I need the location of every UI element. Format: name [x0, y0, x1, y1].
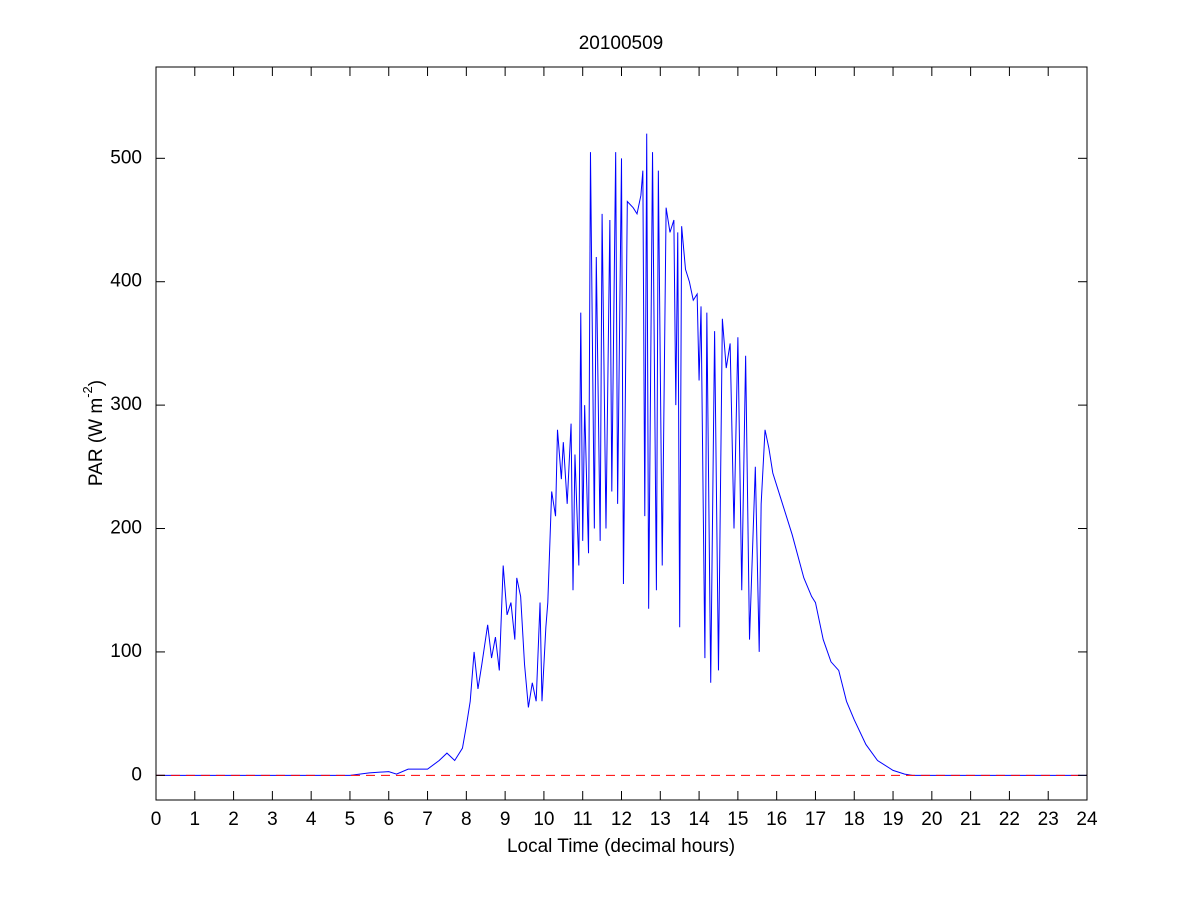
x-tick-label: 3	[267, 809, 278, 830]
y-axis-label-text: )	[86, 380, 107, 386]
x-tick-label: 17	[805, 809, 826, 830]
x-tick-label: 6	[383, 809, 394, 830]
x-tick-label: 21	[960, 809, 981, 830]
x-axis-label: Local Time (decimal hours)	[507, 836, 735, 857]
y-tick-label: 100	[110, 641, 142, 662]
x-tick-label: 2	[228, 809, 239, 830]
chart-title: 20100509	[579, 33, 664, 54]
x-tick-label: 24	[1076, 809, 1098, 830]
x-tick-label: 10	[533, 809, 554, 830]
x-tick-label: 12	[611, 809, 632, 830]
x-tick-label: 19	[882, 809, 903, 830]
x-tick-label: 1	[190, 809, 201, 830]
x-tick-label: 8	[461, 809, 472, 830]
x-tick-label: 7	[422, 809, 433, 830]
x-tick-label: 23	[1038, 809, 1059, 830]
x-tick-label: 13	[650, 809, 671, 830]
x-tick-label: 15	[727, 809, 748, 830]
x-tick-label: 5	[345, 809, 356, 830]
y-tick-label: 200	[110, 518, 142, 539]
x-tick-label: 18	[844, 809, 865, 830]
y-tick-label: 500	[110, 147, 142, 168]
x-tick-label: 9	[500, 809, 511, 830]
y-tick-label: 300	[110, 394, 142, 415]
data-line	[156, 133, 1087, 776]
x-tick-label: 20	[921, 809, 942, 830]
y-axis-label-superscript: -2	[80, 386, 95, 398]
x-tick-label: 11	[573, 809, 593, 830]
x-tick-label: 14	[689, 809, 711, 830]
y-tick-label: 400	[110, 271, 142, 292]
x-tick-label: 4	[306, 809, 317, 830]
x-tick-label: 22	[999, 809, 1020, 830]
x-tick-label: 16	[766, 809, 787, 830]
y-axis-label: PAR (W m-2)	[80, 380, 107, 486]
y-axis-label-text: PAR (W m	[86, 398, 107, 486]
y-tick-label: 0	[131, 764, 142, 785]
x-tick-label: 0	[151, 809, 162, 830]
